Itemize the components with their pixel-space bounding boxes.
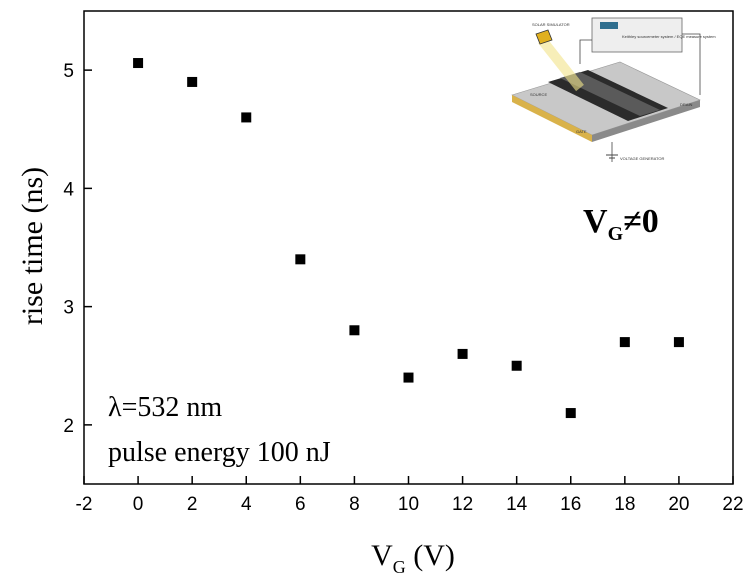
x-tick-label: 6: [295, 494, 306, 515]
x-tick-label: -2: [76, 494, 93, 515]
point: [673, 337, 684, 348]
point: [457, 348, 468, 359]
point: [565, 408, 576, 419]
inset-label: GATE: [576, 129, 587, 134]
x-tick-label: 8: [349, 494, 360, 515]
inset-title-subscript: G: [608, 223, 624, 245]
annotation: λ=532 nm: [108, 392, 222, 423]
x-tick-label: 0: [133, 494, 144, 515]
x-tick-label: 2: [187, 494, 198, 515]
y-tick-label: 4: [63, 179, 74, 200]
y-tick-label: 2: [63, 416, 74, 437]
x-axis-label-unit: (V): [406, 539, 455, 572]
x-tick-label: 22: [722, 494, 743, 515]
inset-label: VOLTAGE GENERATOR: [620, 156, 664, 161]
y-axis-label: rise time (ns): [16, 167, 49, 325]
x-tick-label: 20: [668, 494, 689, 515]
point: [349, 325, 360, 336]
x-tick-label: 12: [452, 494, 473, 515]
inset-schematic: [511, 17, 701, 162]
point: [511, 360, 522, 371]
x-axis-label: VG (V): [371, 539, 455, 577]
y-tick-label: 3: [63, 298, 74, 319]
x-tick-label: 18: [614, 494, 635, 515]
inset-title-rest: ≠0: [623, 203, 659, 240]
inset-label: SOURCE: [530, 92, 547, 97]
point: [403, 372, 414, 383]
annotation: pulse energy 100 nJ: [108, 437, 331, 468]
point: [295, 254, 306, 265]
point: [133, 58, 144, 69]
y-tick-label: 5: [63, 61, 74, 82]
point: [619, 337, 630, 348]
point: [241, 112, 252, 123]
x-tick-label: 10: [398, 494, 419, 515]
x-tick-label: 4: [241, 494, 252, 515]
inset-label: DRAIN: [680, 102, 693, 107]
point: [187, 76, 198, 87]
x-axis-label-symbol: V: [371, 539, 393, 572]
inset-title: VG≠0: [583, 203, 659, 245]
inset-label: SOLAR SIMULATOR: [532, 22, 570, 27]
x-tick-label: 16: [560, 494, 581, 515]
inset-label: Keithley sourcemeter system / EQE measur…: [622, 34, 716, 39]
x-axis-label-subscript: G: [393, 557, 406, 577]
inset-title-symbol: V: [583, 203, 608, 240]
x-tick-label: 14: [506, 494, 528, 515]
